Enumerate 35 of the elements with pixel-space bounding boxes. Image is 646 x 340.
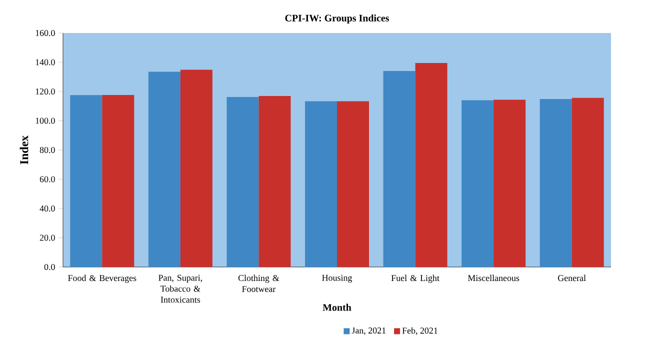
bar xyxy=(462,100,494,267)
legend-label: Feb, 2021 xyxy=(402,327,438,335)
legend-label: Jan, 2021 xyxy=(352,327,386,335)
bar xyxy=(180,70,212,267)
x-axis-title: Month xyxy=(322,304,352,311)
x-tick-label: Fuel & Light xyxy=(391,274,440,283)
y-tick-label: 60.0 xyxy=(40,176,55,182)
bar xyxy=(383,71,416,267)
bar xyxy=(148,72,180,267)
y-axis-title: Index xyxy=(20,135,28,164)
bar xyxy=(305,101,337,267)
bar xyxy=(258,96,291,267)
y-tick-label: 40.0 xyxy=(40,205,55,212)
x-tick-label: General xyxy=(558,274,586,282)
x-tick-label: Pan, Supari, Tobacco & Intoxicants xyxy=(158,274,202,303)
y-tick-label: 140.0 xyxy=(36,59,55,66)
x-tick-label: Clothing & Footwear xyxy=(238,274,280,292)
y-tick-label: 20.0 xyxy=(40,234,55,241)
bar xyxy=(540,98,572,267)
y-tick-label: 120.0 xyxy=(36,88,55,95)
bar xyxy=(102,95,134,267)
x-tick-label: Miscellaneous xyxy=(468,274,520,282)
bar xyxy=(70,95,102,267)
bar xyxy=(415,62,448,267)
y-tick-label: 80.0 xyxy=(40,146,55,154)
y-tick-label: 0.0 xyxy=(44,264,55,270)
y-tick-label: 100.0 xyxy=(36,118,55,124)
bar xyxy=(337,101,369,267)
bar xyxy=(572,98,604,267)
x-tick-label: Food & Beverages xyxy=(68,274,136,283)
bar xyxy=(494,100,526,267)
bar xyxy=(226,97,259,267)
y-tick-label: 160.0 xyxy=(36,30,55,36)
chart-title: CPI-IW: Groups Indices xyxy=(285,14,389,24)
x-tick-label: Housing xyxy=(322,274,352,283)
